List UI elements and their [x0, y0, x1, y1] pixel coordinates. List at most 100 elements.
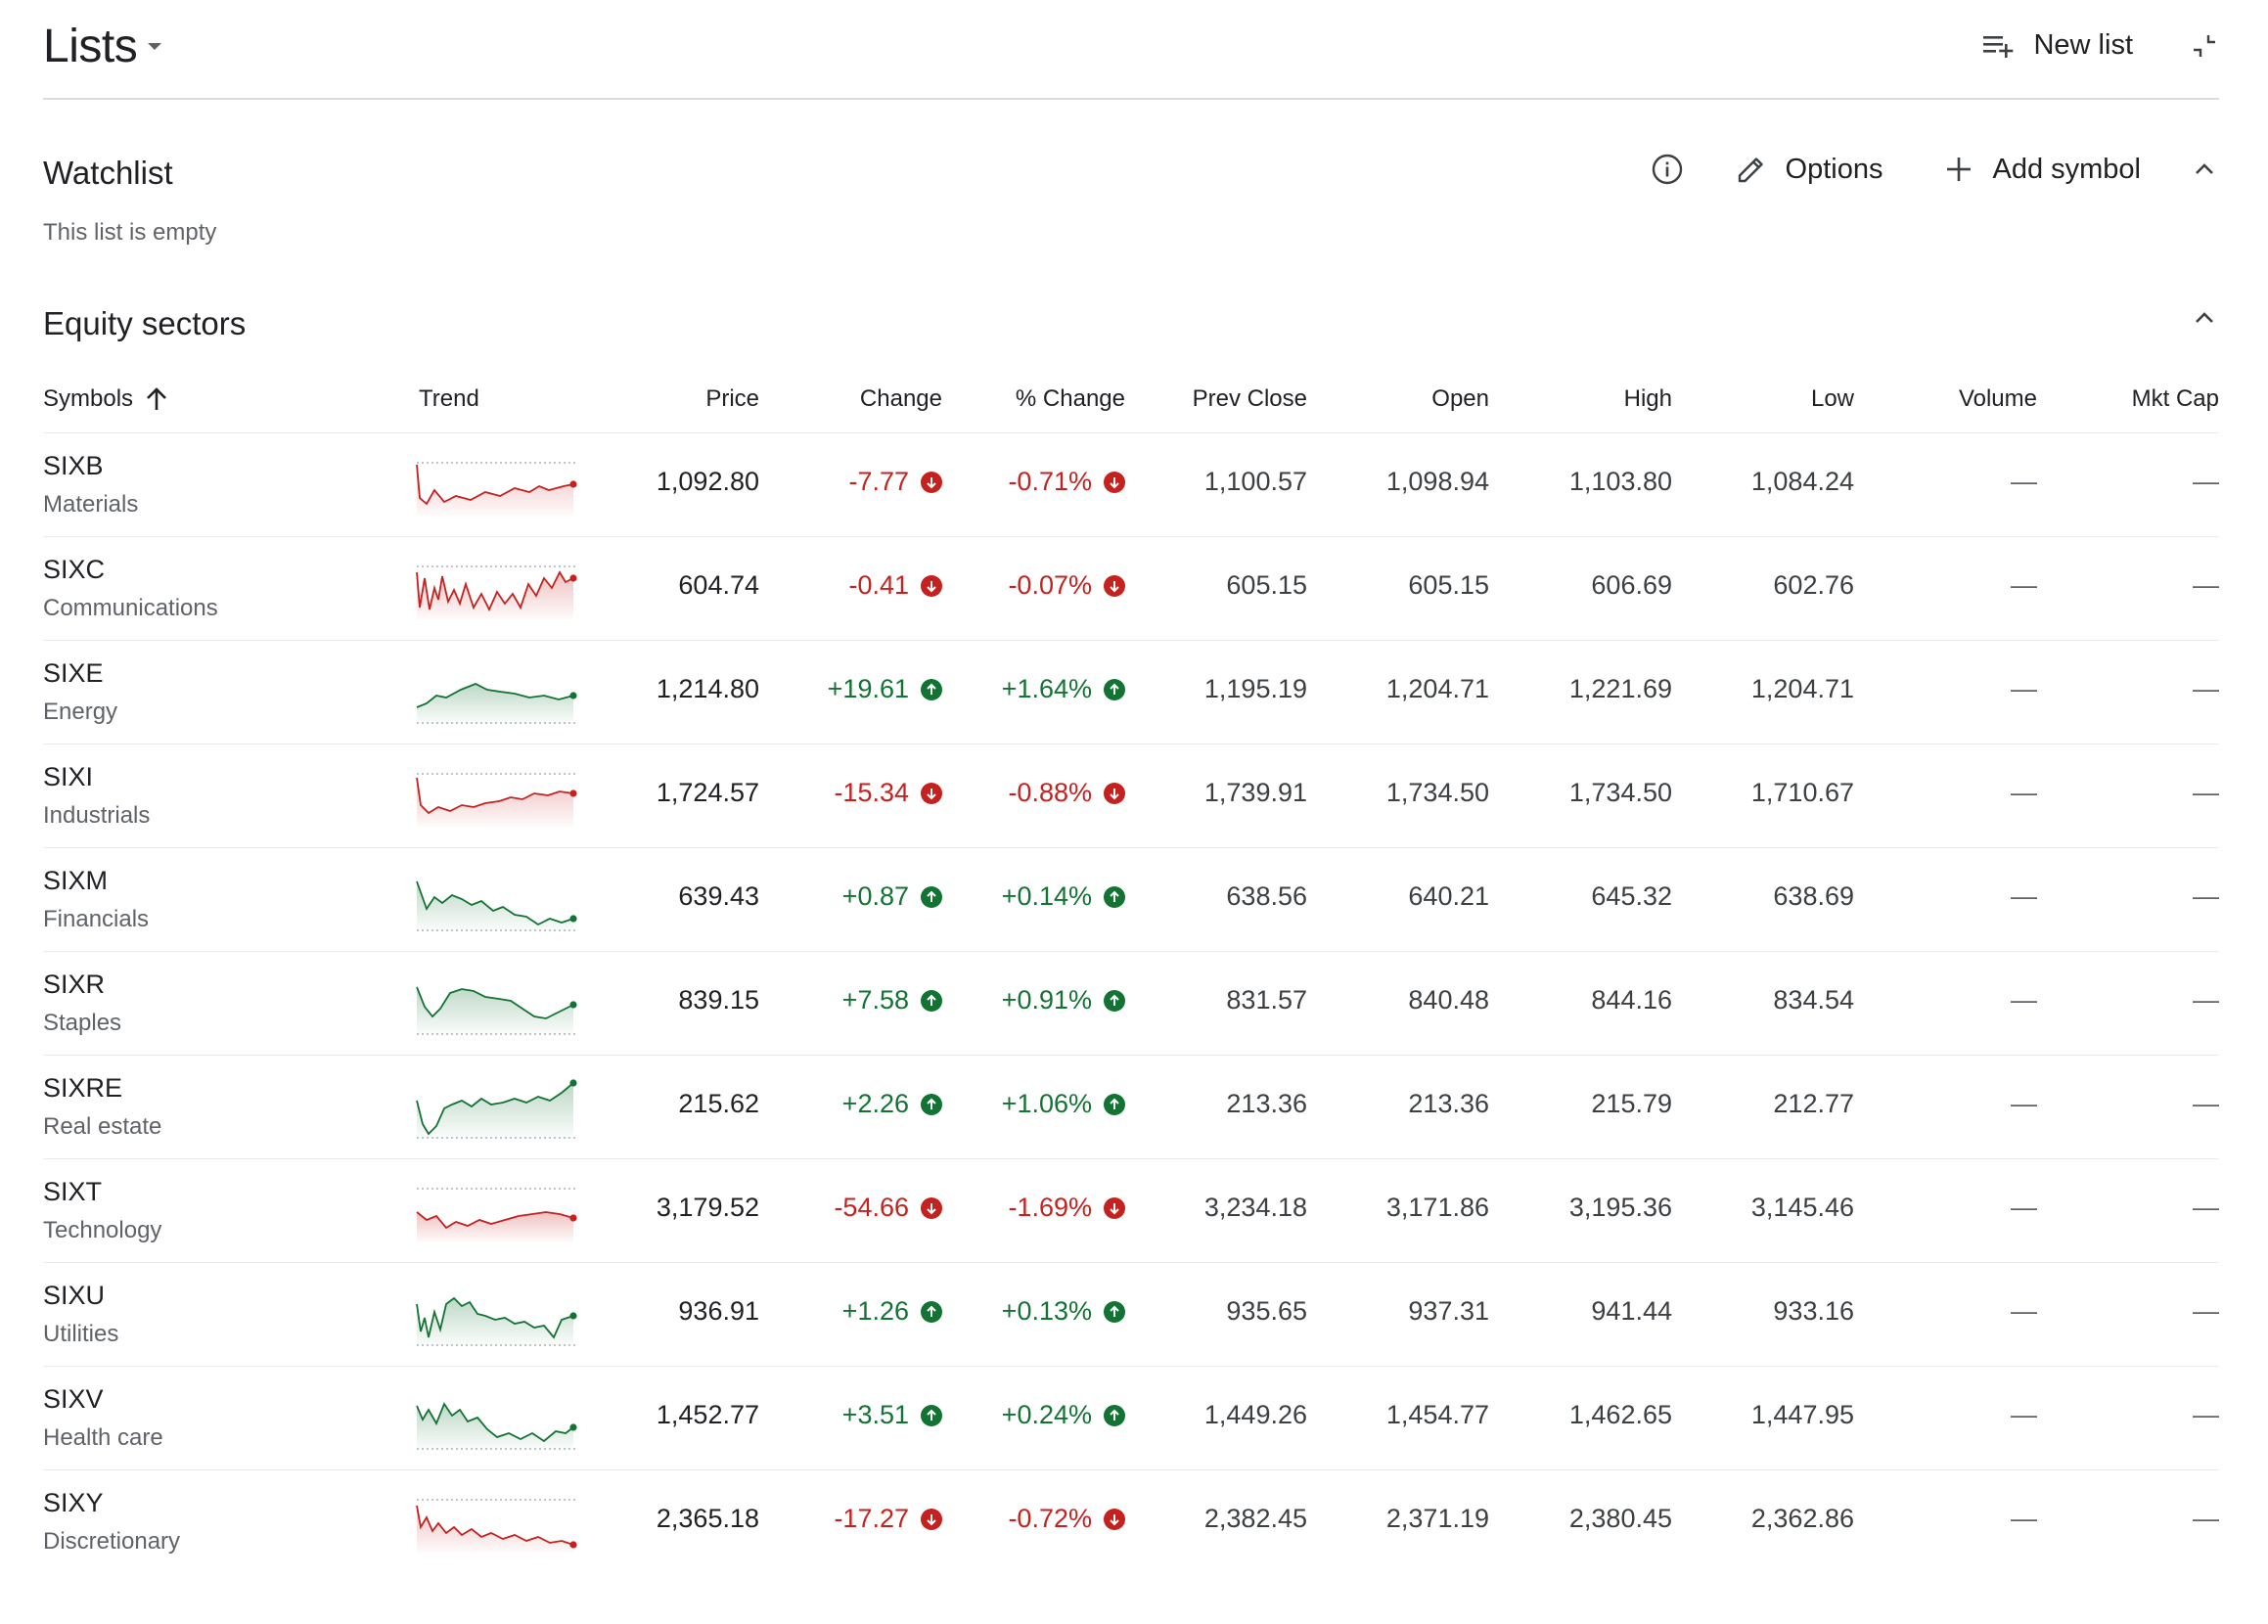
open-column-header[interactable]: Open	[1431, 385, 1489, 412]
arrow-up-circle-icon	[921, 989, 942, 1012]
options-button[interactable]: Options	[1735, 153, 1882, 186]
open-value: 2,371.19	[1385, 1504, 1489, 1533]
arrow-up-circle-icon	[1104, 989, 1125, 1012]
mktcap-value: —	[2193, 1504, 2219, 1533]
pct-change-value: -0.71%	[1008, 467, 1125, 497]
arrow-up-circle-icon	[1104, 678, 1125, 700]
pct-change-value: -1.69%	[1008, 1193, 1125, 1223]
arrow-up-circle-icon	[921, 1300, 942, 1323]
pct-change-value: +0.24%	[1002, 1400, 1125, 1430]
equity-sectors-header: Equity sectors	[43, 305, 2219, 344]
low-value: 834.54	[1773, 985, 1854, 1015]
low-column-header[interactable]: Low	[1810, 385, 1854, 412]
price-column-header[interactable]: Price	[705, 385, 759, 412]
low-value: 638.69	[1773, 881, 1854, 911]
price-value: 936.91	[678, 1296, 759, 1326]
trend-sparkline	[416, 880, 577, 931]
prev-value: 2,382.45	[1203, 1504, 1307, 1533]
prev-value: 831.57	[1226, 985, 1307, 1015]
lists-title-dropdown[interactable]: Lists	[43, 20, 164, 73]
watchlist-empty-message: This list is empty	[43, 219, 217, 246]
watchlist-collapse-button[interactable]	[2190, 155, 2219, 184]
low-value: 933.16	[1773, 1296, 1854, 1326]
mktcap-value: —	[2193, 778, 2219, 807]
trend-sparkline	[416, 1296, 577, 1346]
caret-down-icon	[145, 40, 164, 58]
plus-icon	[1947, 158, 1972, 181]
high-value: 1,462.65	[1568, 1400, 1672, 1429]
table-row[interactable]: SIXV Health care 1,452.77 +3.51 +0.24% 1,449.…	[43, 1367, 2219, 1470]
arrow-down-circle-icon	[921, 1508, 942, 1530]
change-value: -7.77	[848, 467, 942, 497]
playlist-add-icon	[1983, 35, 2014, 58]
trend-sparkline	[416, 986, 577, 1035]
change-value: +3.51	[842, 1400, 942, 1430]
high-value: 1,103.80	[1568, 467, 1672, 496]
change-text: +7.58	[841, 985, 909, 1015]
change-value: +7.58	[842, 985, 942, 1015]
sector-name: Discretionary	[43, 1528, 181, 1555]
low-value: 602.76	[1773, 570, 1854, 600]
high-column-header[interactable]: High	[1623, 385, 1672, 412]
pct-change-column-header[interactable]: % Change	[1015, 385, 1125, 412]
prev-value: 638.56	[1226, 881, 1307, 911]
table-row[interactable]: SIXY Discretionary 2,365.18 -17.27 -0.72% 2,3…	[43, 1470, 2219, 1573]
change-text: -0.41	[848, 570, 909, 600]
symbol-ticker: SIXT	[43, 1177, 103, 1206]
collapse-all-button[interactable]	[2190, 31, 2219, 61]
add-symbol-button[interactable]: Add symbol	[1943, 154, 2141, 186]
open-value: 1,098.94	[1385, 467, 1489, 496]
new-list-button[interactable]: New list	[1982, 29, 2133, 62]
pct-change-value: -0.88%	[1008, 778, 1125, 808]
arrow-down-circle-icon	[921, 574, 942, 597]
open-value: 1,734.50	[1385, 778, 1489, 807]
pct-change-text: +0.91%	[1001, 985, 1092, 1015]
volume-value: —	[2011, 1504, 2037, 1533]
volume-value: —	[2011, 778, 2037, 807]
table-row[interactable]: SIXM Financials 639.43 +0.87 +0.14% 638.56 640…	[43, 848, 2219, 952]
table-row[interactable]: SIXI Industrials 1,724.57 -15.34 -0.88% 1,739…	[43, 744, 2219, 848]
mktcap-value: —	[2193, 1089, 2219, 1118]
prev-value: 1,195.19	[1203, 674, 1307, 703]
sector-name: Industrials	[43, 802, 151, 829]
watchlist-title: Watchlist	[43, 155, 173, 191]
change-text: +0.87	[841, 881, 909, 911]
volume-value: —	[2011, 1089, 2037, 1118]
pct-change-value: +1.64%	[1002, 674, 1125, 704]
arrow-down-circle-icon	[921, 471, 942, 493]
table-row[interactable]: SIXT Technology 3,179.52 -54.66 -1.69% 3,234.…	[43, 1159, 2219, 1263]
change-text: +19.61	[827, 674, 909, 703]
table-row[interactable]: SIXU Utilities 936.91 +1.26 +0.13% 935.65 937.…	[43, 1263, 2219, 1367]
sector-name: Health care	[43, 1424, 163, 1451]
new-list-label: New list	[2033, 29, 2133, 61]
volume-column-header[interactable]: Volume	[1958, 385, 2037, 412]
price-value: 1,724.57	[656, 778, 759, 807]
prev-close-column-header[interactable]: Prev Close	[1192, 385, 1307, 412]
arrow-up-circle-icon	[921, 1093, 942, 1115]
chevron-up-icon	[2196, 163, 2213, 174]
high-value: 2,380.45	[1568, 1504, 1672, 1533]
open-value: 1,454.77	[1385, 1400, 1489, 1429]
pct-change-text: -0.88%	[1008, 778, 1092, 807]
price-value: 1,092.80	[656, 467, 759, 496]
symbols-column-header[interactable]: Symbols	[43, 385, 168, 413]
table-row[interactable]: SIXB Materials 1,092.80 -7.77 -0.71% 1,100.57…	[43, 433, 2219, 537]
table-row[interactable]: SIXC Communications 604.74 -0.41 -0.07% 605.1…	[43, 537, 2219, 641]
change-text: -7.77	[848, 467, 909, 496]
table-row[interactable]: SIXRE Real estate 215.62 +2.26 +1.06% 213.36 2…	[43, 1056, 2219, 1159]
equity-collapse-button[interactable]	[2190, 303, 2219, 333]
prev-value: 3,234.18	[1203, 1193, 1307, 1222]
change-column-header[interactable]: Change	[859, 385, 942, 412]
table-row[interactable]: SIXR Staples 839.15 +7.58 +0.91% 831.57 840.48…	[43, 952, 2219, 1056]
high-value: 1,734.50	[1568, 778, 1672, 807]
high-value: 606.69	[1591, 570, 1672, 600]
sector-name: Financials	[43, 906, 150, 932]
prev-value: 605.15	[1226, 570, 1307, 600]
volume-value: —	[2011, 467, 2037, 496]
mkt-cap-column-header[interactable]: Mkt Cap	[2131, 385, 2219, 412]
change-value: +19.61	[828, 674, 942, 704]
table-row[interactable]: SIXE Energy 1,214.80 +19.61 +1.64% 1,195.19 1,…	[43, 641, 2219, 744]
info-button[interactable]	[1651, 153, 1684, 186]
arrow-down-circle-icon	[1104, 1196, 1125, 1219]
mktcap-value: —	[2193, 1400, 2219, 1429]
